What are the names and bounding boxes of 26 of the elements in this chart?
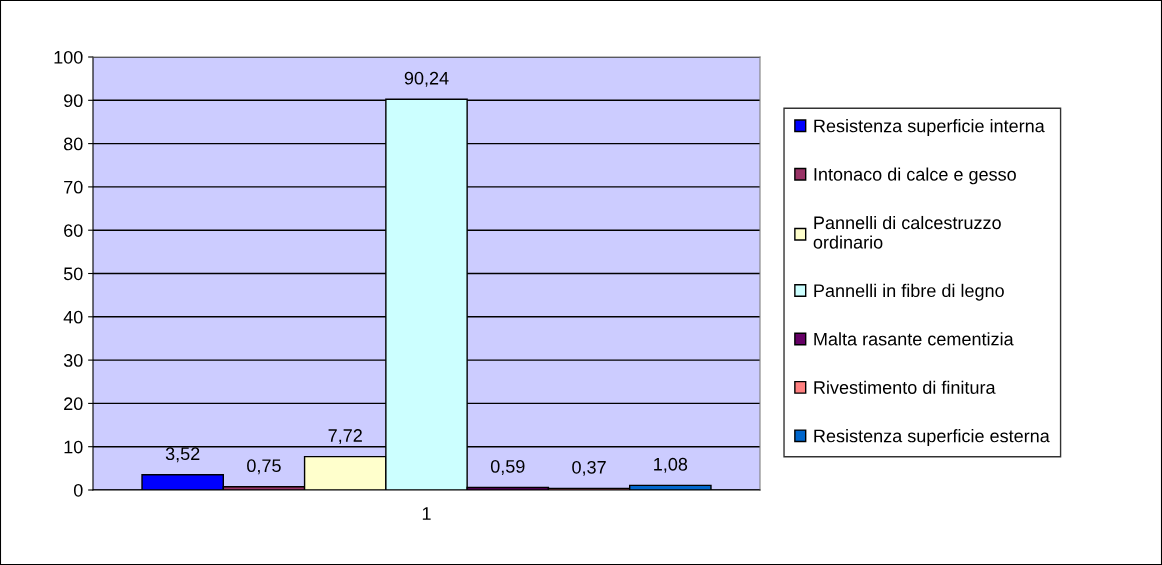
legend-label: Intonaco di calce e gesso [814,167,1016,185]
y-tick-label: 100 [54,50,83,64]
legend-label: Malta rasante cementizia [814,332,1014,346]
data-label: 0,37 [572,460,606,476]
data-label: 1,08 [654,457,688,473]
legend-label: Rivestimento di finitura [814,380,996,394]
y-tick-label: 80 [63,137,83,151]
y-tick-label: 70 [64,180,83,194]
x-tick-label: 1 [422,507,431,520]
data-label: 0,75 [247,459,281,475]
y-tick-label: 30 [63,354,83,367]
y-tick-label: 90 [64,94,83,108]
legend-label: Pannelli di calcestruzzo ordinario [813,215,1001,249]
y-tick-label: 50 [63,267,83,281]
legend-label: Resistenza superficie interna [814,119,1045,136]
y-tick-label: 40 [63,310,83,324]
data-label: 0,59 [490,459,525,475]
y-tick-label: 0 [73,483,83,497]
y-tick-label: 20 [64,397,83,411]
legend-label: Pannelli in fibre di legno [814,283,1004,301]
data-label: 90,24 [404,71,449,87]
data-label: 7,72 [328,429,362,445]
y-tick-label: 60 [64,224,83,237]
legend-label: Resistenza superficie esterna [814,429,1050,446]
y-tick-label: 10 [64,440,83,454]
data-label: 3,52 [165,447,200,463]
